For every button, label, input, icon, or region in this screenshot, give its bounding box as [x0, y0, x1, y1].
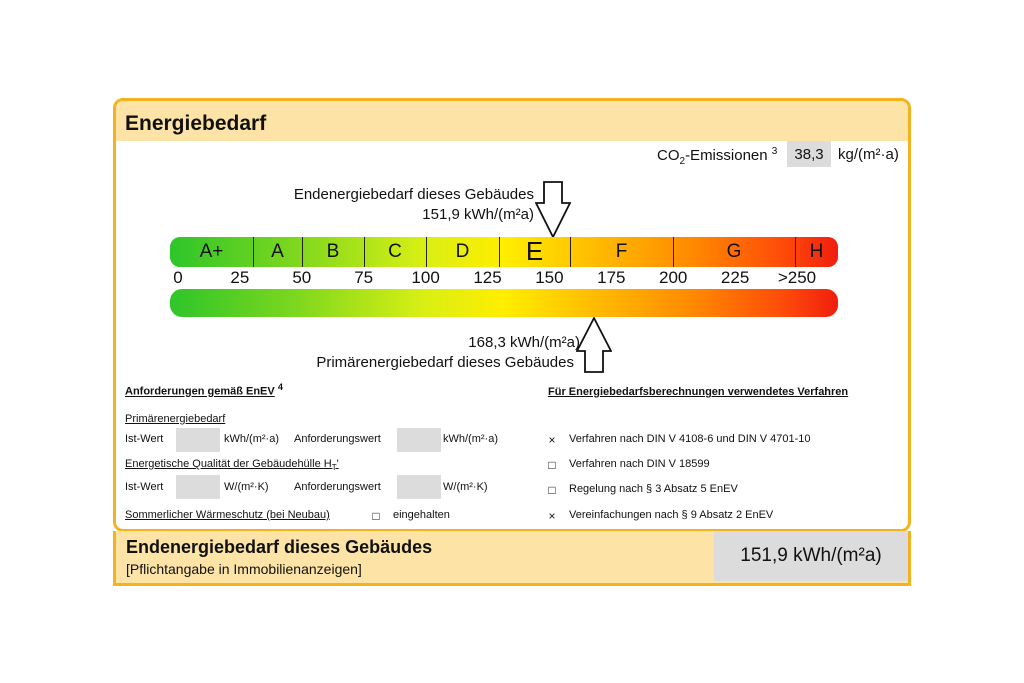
energy-class-c: C [388, 241, 402, 262]
methods-heading: Für Energiebedarfsberechnungen verwendet… [548, 386, 849, 398]
method-label: Verfahren nach DIN V 4108-6 und DIN V 47… [569, 433, 811, 445]
unchecked-box-icon: □ [548, 458, 556, 472]
footer-title: Endenergiebedarf dieses Gebäudes [126, 537, 433, 557]
energy-class-e: E [525, 237, 544, 266]
class-divider [499, 237, 500, 267]
unchecked-box-icon: □ [548, 483, 556, 497]
anforderungswert-unit-1: kWh/(m²·a) [443, 433, 498, 445]
anforderungswert-field-2 [397, 475, 441, 499]
sommer-checkbox-icon: □ [372, 509, 380, 523]
footer-subtitle: [Pflichtangabe in Immobilienanzeigen] [126, 561, 362, 577]
energy-class-h: H [809, 241, 824, 262]
ist-wert-label-1: Ist-Wert [125, 433, 164, 445]
co2-value-box: 38,3 [787, 141, 831, 167]
method-label: Vereinfachungen nach § 9 Absatz 2 EnEV [569, 509, 774, 521]
primaer-marker-value: 168,3 kWh/(m²a) [468, 334, 580, 351]
endenergie-marker-label: Endenergiebedarf dieses Gebäudes [293, 186, 534, 203]
energy-class-g: G [726, 241, 742, 262]
scale-tick: 50 [292, 268, 312, 287]
panel-title: Energiebedarf [125, 112, 267, 135]
energy-class-f: F [615, 241, 628, 262]
checked-box-icon: × [548, 433, 556, 447]
endenergie-arrow-down-icon [535, 181, 572, 239]
ist-wert-field-2 [176, 475, 220, 499]
ist-wert-unit-1: kWh/(m²·a) [224, 433, 279, 445]
class-divider [253, 237, 254, 267]
energy-class-b: B [326, 241, 340, 262]
scale-tick: 75 [354, 268, 374, 287]
class-divider [364, 237, 365, 267]
energy-class-aplus: A+ [199, 241, 224, 262]
class-divider [426, 237, 427, 267]
qualitaet-heading: Energetische Qualität der Gebäudehülle H… [125, 458, 339, 473]
class-divider [302, 237, 303, 267]
anforderungswert-unit-2: W/(m²·K) [443, 481, 488, 493]
scale-tick: >250 [777, 268, 817, 287]
scale-tick: 125 [473, 268, 502, 287]
primary-energy-scale [170, 289, 838, 317]
co2-label: CO2-Emissionen 3 [657, 146, 778, 167]
primaerenergie-arrow-up-icon [575, 317, 612, 373]
energy-class-scale: A+ A B C D E F G H [170, 237, 838, 267]
endenergie-marker-value: 151,9 kWh/(m²a) [422, 206, 534, 223]
primaerenergie-heading: Primärenergiebedarf [125, 413, 226, 425]
checked-box-icon: × [548, 509, 556, 523]
scale-tick: 200 [659, 268, 688, 287]
ist-wert-label-2: Ist-Wert [125, 481, 164, 493]
scale-tick: 100 [411, 268, 440, 287]
primaer-marker-label: Primärenergiebedarf dieses Gebäudes [316, 354, 574, 371]
requirements-heading: Anforderungen gemäß EnEV 4 [125, 382, 283, 398]
class-divider [673, 237, 674, 267]
footer-value: 151,9 kWh/(m²a) [714, 531, 908, 581]
scale-tick: 175 [597, 268, 626, 287]
method-label: Verfahren nach DIN V 18599 [569, 458, 710, 470]
class-divider [795, 237, 796, 267]
scale-tick: 225 [720, 268, 750, 287]
scale-tick: 150 [535, 268, 564, 287]
ist-wert-field-1 [176, 428, 220, 452]
energy-class-a: A [271, 241, 284, 262]
class-divider [570, 237, 571, 267]
energy-class-d: D [455, 241, 470, 262]
method-label: Regelung nach § 3 Absatz 5 EnEV [569, 483, 738, 495]
sommer-heading: Sommerlicher Wärmeschutz (bei Neubau) [125, 509, 330, 521]
panel-header: Energiebedarf [116, 101, 908, 141]
sommer-check-label: eingehalten [393, 509, 450, 521]
ist-wert-unit-2: W/(m²·K) [224, 481, 269, 493]
anforderungswert-field-1 [397, 428, 441, 452]
anforderungswert-label-1: Anforderungswert [294, 433, 381, 445]
co2-unit: kg/(m²·a) [838, 146, 899, 163]
scale-tick: 0 [173, 268, 183, 287]
anforderungswert-label-2: Anforderungswert [294, 481, 381, 493]
footer-bar: Endenergiebedarf dieses Gebäudes [Pflich… [113, 531, 911, 586]
scale-tick: 25 [230, 268, 250, 287]
